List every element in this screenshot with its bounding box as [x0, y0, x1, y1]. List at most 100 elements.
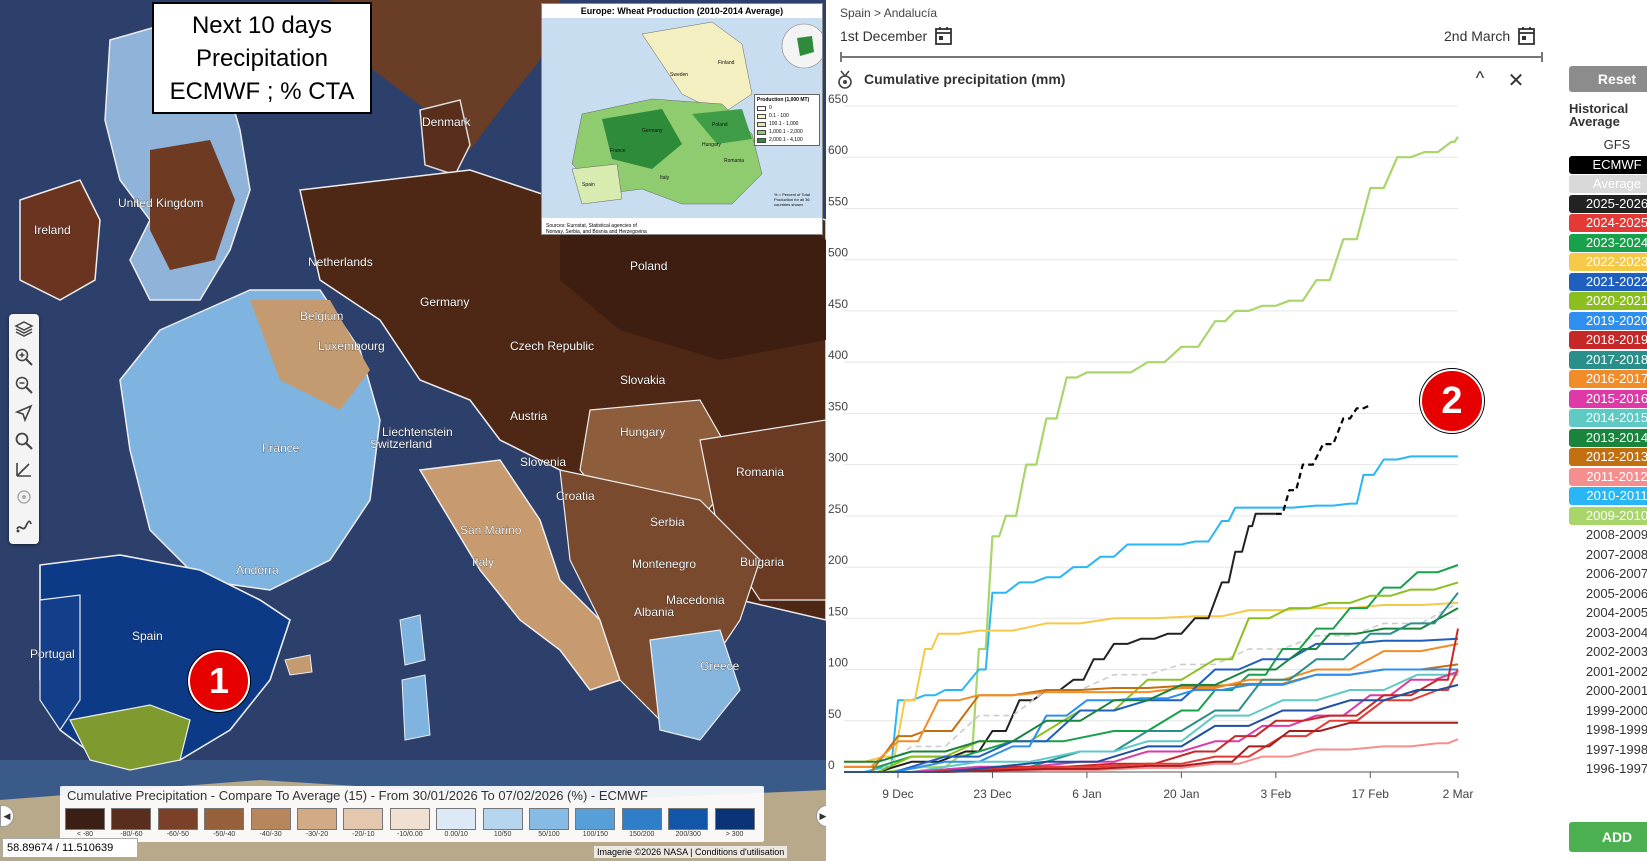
series-line-2016-2017[interactable]: [844, 642, 1459, 768]
layers-icon[interactable]: [12, 317, 36, 341]
series-button-2011-2012[interactable]: 2011-2012: [1569, 467, 1647, 486]
series-button-2008-2009[interactable]: 2008-2009: [1569, 526, 1647, 544]
series-line-ecmwf[interactable]: [1275, 404, 1371, 515]
corsica-shape: [399, 614, 426, 666]
add-button[interactable]: ADD: [1569, 822, 1647, 852]
series-button-1997-1998[interactable]: 1997-1998: [1569, 740, 1647, 759]
date-end-picker[interactable]: 2nd March: [1444, 26, 1536, 45]
legend-item: 150/200: [621, 808, 662, 838]
series-line-2013-2014[interactable]: [844, 607, 1459, 763]
series-button-2003-2004[interactable]: 2003-2004: [1569, 623, 1647, 642]
legend-swatch: [529, 808, 569, 830]
inset-globe-europe: [797, 36, 814, 56]
series-line-2020-2021[interactable]: [844, 581, 1459, 773]
series-button-2023-2024[interactable]: 2023-2024: [1569, 233, 1647, 252]
cumulative-precipitation-chart[interactable]: 0 50 100 150 200 250 300 350 400 450 500 550 600 650 9…: [826, 92, 1556, 861]
range-slider-start-handle[interactable]: [840, 52, 842, 62]
draw-icon[interactable]: [12, 513, 36, 537]
series-button-average[interactable]: Average: [1569, 175, 1647, 193]
measure-icon[interactable]: [12, 457, 36, 481]
series-button-2019-2020[interactable]: 2019-2020: [1569, 311, 1647, 330]
calendar-end-icon[interactable]: [1518, 26, 1536, 45]
series-line-2021-2022[interactable]: [844, 637, 1459, 773]
series-line-2025-2026[interactable]: [844, 512, 1276, 773]
reset-button[interactable]: Reset: [1569, 66, 1647, 92]
series-button-2017-2018[interactable]: 2017-2018: [1569, 350, 1647, 369]
date-end-label: 2nd March: [1444, 27, 1511, 44]
series-button-2000-2001[interactable]: 2000-2001: [1569, 682, 1647, 700]
locate-icon[interactable]: [12, 401, 36, 425]
series-button-2025-2026[interactable]: 2025-2026: [1569, 194, 1647, 213]
y-tick-label: 0: [828, 758, 835, 772]
calendar-start-icon[interactable]: [935, 26, 953, 45]
series-line-2005-2006[interactable]: [844, 683, 1459, 773]
zoom-out-icon[interactable]: [12, 373, 36, 397]
breadcrumb[interactable]: Spain > Andalucía: [840, 6, 938, 20]
portugal-region: [39, 594, 81, 732]
x-tick-label: 9 Dec: [882, 787, 913, 801]
zoom-in-icon[interactable]: [12, 345, 36, 369]
series-line-2011-2012[interactable]: [844, 738, 1459, 773]
series-button-gfs[interactable]: GFS: [1569, 136, 1647, 154]
series-button-2015-2016[interactable]: 2015-2016: [1569, 389, 1647, 408]
series-button-2024-2025[interactable]: 2024-2025: [1569, 214, 1647, 232]
series-button-ecmwf[interactable]: ECMWF: [1569, 155, 1647, 174]
date-start-picker[interactable]: 1st December: [840, 26, 953, 45]
country-label-france: France: [262, 441, 300, 455]
series-line-2017-2018[interactable]: [844, 592, 1459, 773]
series-button-2001-2002[interactable]: 2001-2002: [1569, 662, 1647, 681]
search-icon[interactable]: [12, 429, 36, 453]
series-line-1996-1997[interactable]: [844, 721, 1458, 773]
country-label-hungary: Hungary: [620, 425, 665, 439]
series-line-2014-2015[interactable]: [844, 673, 1458, 773]
inset-legend-row: 0: [757, 104, 817, 112]
series-button-2012-2013[interactable]: 2012-2013: [1569, 448, 1647, 466]
legend-swatch: [668, 808, 709, 830]
italy-shape: [418, 459, 621, 691]
legend-swatch: [343, 808, 384, 830]
close-chart-button[interactable]: ✕: [1507, 70, 1525, 92]
series-line-2010-2011[interactable]: [844, 455, 1458, 773]
series-line-2019-2020[interactable]: [844, 668, 1458, 773]
series-button-2006-2007[interactable]: 2006-2007: [1569, 565, 1647, 583]
series-button-1998-1999[interactable]: 1998-1999: [1569, 721, 1647, 739]
country-label-bulgaria: Bulgaria: [740, 555, 784, 569]
series-button-1999-2000[interactable]: 1999-2000: [1569, 701, 1647, 720]
series-button-2022-2023[interactable]: 2022-2023: [1569, 253, 1647, 271]
series-button-2010-2011[interactable]: 2010-2011: [1569, 487, 1647, 505]
series-line-average[interactable]: [844, 602, 1459, 773]
date-start-label: 1st December: [840, 27, 928, 44]
series-button-2009-2010[interactable]: 2009-2010: [1569, 506, 1647, 525]
map-attribution[interactable]: Imagerie ©2026 NASA | Conditions d'utili…: [594, 846, 788, 858]
uk-dry-region: [150, 140, 235, 270]
inset-legend-swatch: [757, 121, 766, 127]
series-button-2016-2017[interactable]: 2016-2017: [1569, 370, 1647, 388]
range-slider-track[interactable]: [840, 56, 1543, 58]
series-line-2009-2010[interactable]: [844, 136, 1459, 774]
legend-label: -30/-20: [305, 831, 329, 838]
series-line-2022-2023[interactable]: [844, 601, 1459, 763]
series-button-2014-2015[interactable]: 2014-2015: [1569, 409, 1647, 427]
series-button-2007-2008[interactable]: 2007-2008: [1569, 545, 1647, 564]
map-title-line-3: ECMWF ; % CTA: [169, 77, 355, 105]
country-label-italy: Italy: [472, 555, 494, 569]
series-button-2018-2019[interactable]: 2018-2019: [1569, 331, 1647, 349]
target-icon[interactable]: [12, 485, 36, 509]
collapse-chart-button[interactable]: ^: [1475, 68, 1485, 88]
series-line-2023-2024[interactable]: [844, 564, 1459, 768]
map-panel[interactable]: Denmark United Kingdom Ireland Netherlands P…: [0, 0, 826, 861]
legend-label: 50/100: [538, 831, 560, 838]
series-button-2005-2006[interactable]: 2005-2006: [1569, 584, 1647, 603]
series-button-2021-2022[interactable]: 2021-2022: [1569, 272, 1647, 291]
series-button-2004-2005[interactable]: 2004-2005: [1569, 604, 1647, 622]
country-label-liechtenstein: Liechtenstein: [382, 425, 453, 439]
series-button-1996-1997[interactable]: 1996-1997: [1569, 760, 1647, 778]
series-button-2020-2021[interactable]: 2020-2021: [1569, 292, 1647, 310]
series-button-2013-2014[interactable]: 2013-2014: [1569, 428, 1647, 447]
series-button-2002-2003[interactable]: 2002-2003: [1569, 643, 1647, 661]
date-range-slider[interactable]: [840, 52, 1543, 62]
map-title-line-1: Next 10 days: [191, 11, 333, 39]
range-slider-end-handle[interactable]: [1541, 52, 1543, 62]
collapse-left-arrow-icon[interactable]: ◀: [0, 805, 14, 827]
